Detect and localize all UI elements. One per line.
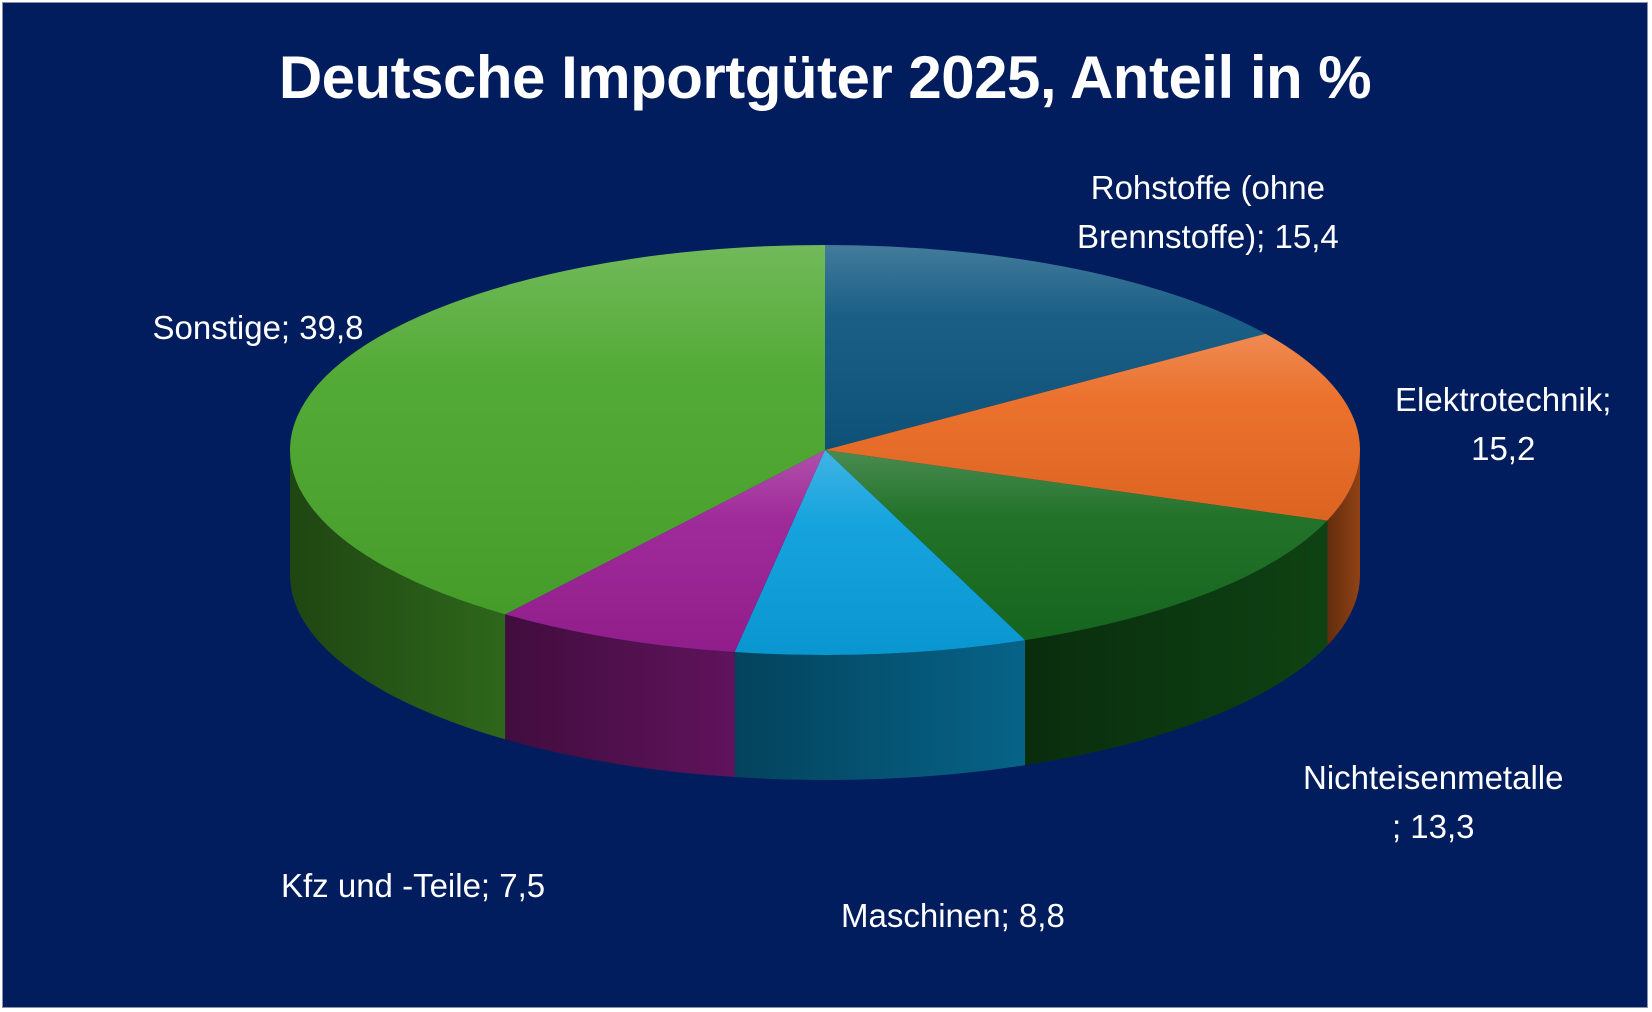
slice-label-line: 15,2 xyxy=(1471,430,1536,467)
slice-label-line: Elektrotechnik; xyxy=(1395,381,1612,418)
pie-slice-shine-1 xyxy=(825,245,1266,450)
slice-label-4: Maschinen; 8,8 xyxy=(841,891,1065,940)
pie-slice-shine-2 xyxy=(825,333,1360,521)
pie-slice-shine-5 xyxy=(505,450,825,653)
slice-label-line: ; 13,3 xyxy=(1391,808,1475,845)
slice-label-line: Rohstoffe (ohne xyxy=(1090,169,1325,206)
slice-label-6: Sonstige; 39,8 xyxy=(153,303,364,352)
pie-slice-shine-3 xyxy=(825,450,1328,641)
pie-side-6 xyxy=(290,450,506,740)
pie-chart xyxy=(290,245,1360,780)
pie-side-3 xyxy=(1025,520,1328,766)
pie-side-2 xyxy=(1327,450,1360,646)
chart-title: Deutsche Importgüter 2025, Anteil in % xyxy=(278,44,1372,111)
pie-slice-shine-4 xyxy=(734,450,1026,655)
slice-label-line: Sonstige; 39,8 xyxy=(152,309,364,346)
slice-label-line: Kfz und -Teile; 7,5 xyxy=(281,867,546,904)
pie-side-5 xyxy=(505,614,735,778)
slice-label-1: Rohstoffe (ohne Brennstoffe); 15,4 xyxy=(1077,163,1339,261)
slice-label-2: Elektrotechnik; 15,2 xyxy=(1395,375,1611,473)
pie-sides xyxy=(290,450,1360,780)
slice-label-line: Nichteisenmetalle xyxy=(1303,759,1564,796)
slice-label-line: Brennstoffe); 15,4 xyxy=(1077,218,1339,255)
pie-tops xyxy=(290,245,1360,655)
pie-slice-shine-6 xyxy=(290,245,825,615)
slice-label-line: Maschinen; 8,8 xyxy=(841,897,1065,934)
slice-label-5: Kfz und -Teile; 7,5 xyxy=(281,861,545,910)
slice-label-3: Nichteisenmetalle ; 13,3 xyxy=(1303,753,1563,851)
pie-side-4 xyxy=(734,640,1026,780)
